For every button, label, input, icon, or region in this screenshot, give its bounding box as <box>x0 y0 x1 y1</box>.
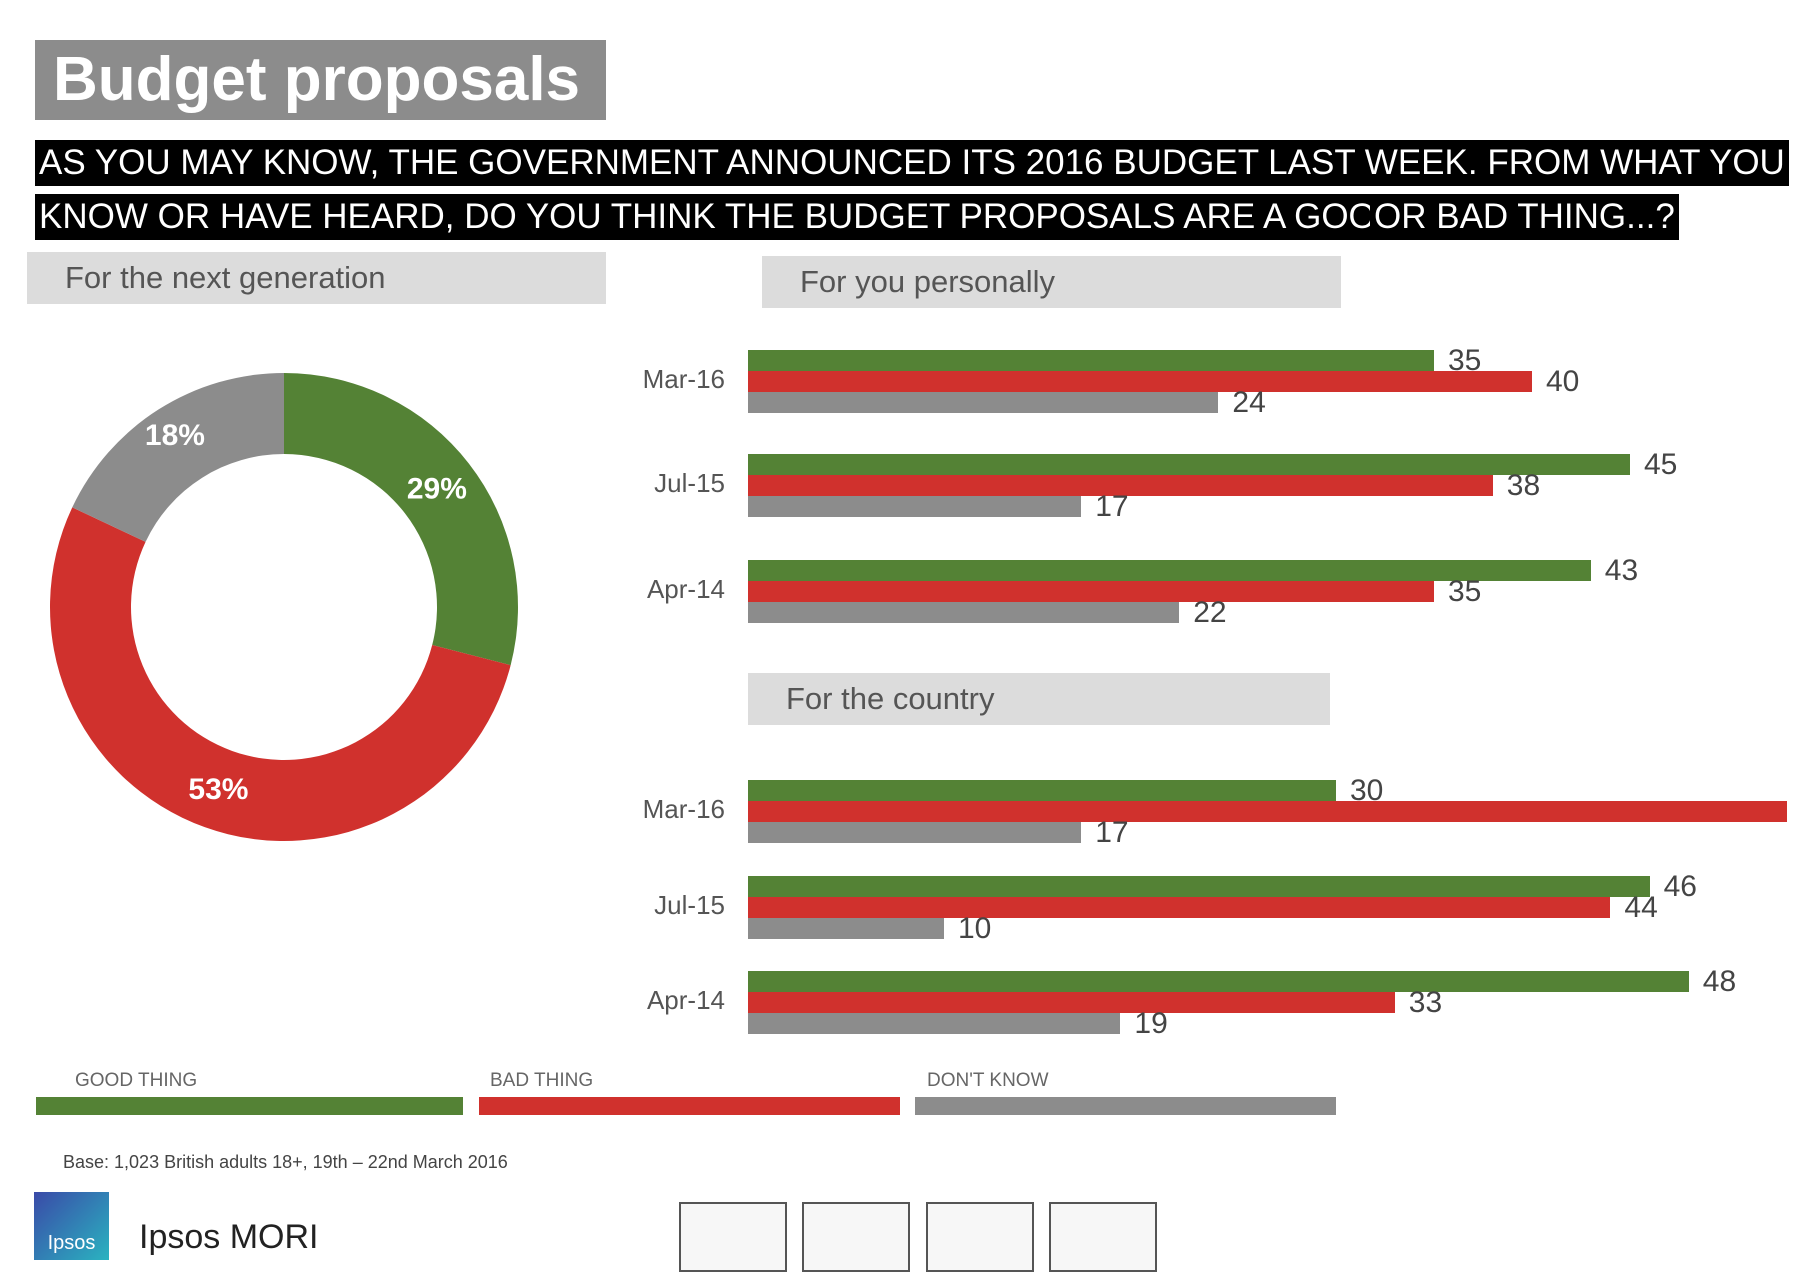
brand-name: Ipsos MORI <box>139 1218 319 1256</box>
category-label: Jul-15 <box>654 468 725 498</box>
legend-good-swatch <box>36 1097 463 1115</box>
bar <box>748 992 1395 1013</box>
category-label: Apr-14 <box>646 574 725 604</box>
bar <box>748 971 1689 992</box>
bar <box>748 350 1434 371</box>
bar <box>748 1013 1121 1034</box>
bar-value-label: 38 <box>1506 469 1541 502</box>
bar <box>748 780 1336 801</box>
question-line-1: AS YOU MAY KNOW, THE GOVERNMENT ANNOUNCE… <box>35 140 1789 186</box>
bar <box>748 918 944 939</box>
bar-value-label: 24 <box>1232 386 1266 419</box>
bar-value-label: 53 <box>1801 795 1802 829</box>
bar <box>748 496 1082 517</box>
legend-dk-label: DON'T KNOW <box>927 1070 1049 1091</box>
bar-value-label: 22 <box>1193 596 1227 629</box>
slide-thumbnail-2[interactable] <box>802 1202 910 1272</box>
slide-thumbnail-4[interactable] <box>1049 1202 1157 1272</box>
bar <box>748 801 1787 822</box>
bar-value-label: 19 <box>1134 1007 1168 1040</box>
bar-value-label: 48 <box>1702 965 1737 998</box>
section-next-generation: For the next generation <box>27 252 606 304</box>
bar <box>748 876 1650 897</box>
bar-value-label: 17 <box>1095 490 1129 523</box>
bar-value-label: 45 <box>1644 448 1678 481</box>
legend-dk-swatch <box>915 1097 1336 1115</box>
section-personally: For you personally <box>762 256 1341 308</box>
bar <box>748 454 1630 475</box>
slide-thumbnail-1[interactable] <box>679 1202 787 1272</box>
bar <box>748 602 1180 623</box>
page-title: Budget proposals <box>35 40 606 120</box>
bar <box>748 822 1082 843</box>
bar-value-label: 43 <box>1604 554 1639 587</box>
bar-value-label: 44 <box>1624 891 1658 924</box>
category-label: Mar-16 <box>642 364 725 394</box>
donut-label: 53% <box>188 773 248 806</box>
bar <box>748 560 1591 581</box>
slide-thumbnail-3[interactable] <box>926 1202 1034 1272</box>
category-label: Apr-14 <box>646 985 725 1015</box>
ipsos-logo: Ipsos <box>34 1192 109 1260</box>
question-line-2a: KNOW OR HAVE HEARD, DO YOU THINK THE BUD… <box>35 194 1406 240</box>
question-line-2b: OR BAD THING...? <box>1370 194 1679 240</box>
bar-value-label: 33 <box>1408 986 1443 1019</box>
legend-good-label: GOOD THING <box>75 1070 198 1091</box>
base-note: Base: 1,023 British adults 18+, 19th – 2… <box>63 1152 508 1172</box>
donut-label: 29% <box>407 472 467 505</box>
legend-bad-label: BAD THING <box>490 1070 594 1091</box>
bar <box>748 392 1219 413</box>
category-label: Jul-15 <box>654 890 725 920</box>
category-label: Mar-16 <box>642 794 725 824</box>
bar-value-label: 17 <box>1095 816 1129 849</box>
bar <box>748 897 1611 918</box>
bar <box>748 475 1493 496</box>
donut-slice <box>284 373 518 666</box>
bar-value-label: 46 <box>1663 870 1697 903</box>
donut-chart: 29% 53% 18% <box>50 373 518 841</box>
bar-value-label: 40 <box>1546 365 1580 398</box>
bar-value-label: 35 <box>1448 575 1482 608</box>
bar <box>748 371 1532 392</box>
bar <box>748 581 1434 602</box>
section-country: For the country <box>748 673 1330 725</box>
donut-label: 18% <box>145 419 205 452</box>
legend-bad-swatch <box>479 1097 900 1115</box>
bar-value-label: 10 <box>958 912 992 945</box>
donut-slice <box>50 507 511 841</box>
donut-slice <box>72 373 284 542</box>
